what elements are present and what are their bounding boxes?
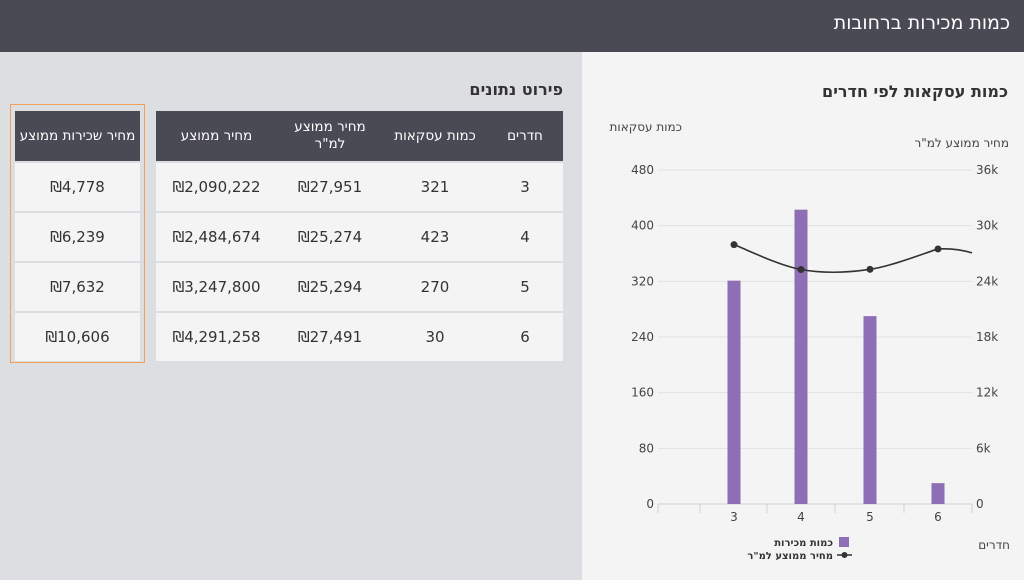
y-tick-label-left: 240 [631,330,654,344]
y-tick-label-left: 0 [646,497,654,511]
column-header-rent: מחיר שכירות ממוצע [15,111,140,161]
cell-count: 423 [383,213,487,261]
x-tick-label: 3 [730,510,738,524]
rent-table: מחיר שכירות ממוצע ₪4,778 ₪6,239 ₪7,632 ₪… [15,109,140,363]
y-tick-label-left: 400 [631,219,654,233]
point-price-per-meter-rooms-3 [730,241,738,249]
cell-rooms: 6 [487,313,563,361]
column-header-avg-price: מחיר ממוצע [156,111,277,161]
table-row: 6 30 ₪27,491 ₪4,291,258 [156,313,563,361]
cell-rent: ₪7,632 [15,263,140,311]
column-header-price-per-meter: מחיר ממוצע למ"ר [277,111,383,161]
x-axis-label: חדרים [978,538,1010,552]
bar-sales-rooms-3 [727,280,741,504]
cell-rent: ₪6,239 [15,213,140,261]
table-header-row: חדרים כמות עסקאות מחיר ממוצע למ"ר מחיר מ… [156,111,563,161]
point-price-per-meter-rooms-5 [866,265,874,273]
bar-sales-rooms-6 [931,483,945,504]
y-axis-right-label: מחיר ממוצע למ"ר [914,136,1009,150]
legend-line-label: מחיר ממוצע למ"ר [747,551,833,562]
details-table: חדרים כמות עסקאות מחיר ממוצע למ"ר מחיר מ… [156,109,563,363]
cell-price-per-meter: ₪25,294 [277,263,383,311]
y-tick-label-right: 18k [976,330,998,344]
table-row: ₪7,632 [15,263,140,311]
details-title: פירוט נתונים [469,80,563,99]
x-tick-label: 5 [866,510,874,524]
y-tick-label-right: 30k [976,219,998,233]
cell-rooms: 4 [487,213,563,261]
table-row: ₪10,606 [15,313,140,361]
y-tick-label-right: 6k [976,441,991,455]
table-row: ₪6,239 [15,213,140,261]
page-title: כמות מכירות ברחובות [833,12,1010,34]
column-header-count: כמות עסקאות [383,111,487,161]
y-axis-left-label: כמות עסקאות [610,120,682,134]
top-bar: כמות מכירות ברחובות [0,0,1024,52]
cell-price-per-meter: ₪27,491 [277,313,383,361]
y-tick-label-left: 160 [631,386,654,400]
chart-legend: כמות מכירות מחיר ממוצע למ"ר [747,537,852,562]
bar-sales-rooms-4 [794,209,808,504]
cell-avg-price: ₪2,484,674 [156,213,277,261]
cell-rooms: 3 [487,163,563,211]
y-tick-label-left: 320 [631,274,654,288]
table-row: 5 270 ₪25,294 ₪3,247,800 [156,263,563,311]
table-row: 4 423 ₪25,274 ₪2,484,674 [156,213,563,261]
y-tick-label-left: 80 [639,441,654,455]
rent-header-row: מחיר שכירות ממוצע [15,111,140,161]
cell-avg-price: ₪3,247,800 [156,263,277,311]
cell-price-per-meter: ₪27,951 [277,163,383,211]
table-row: ₪4,778 [15,163,140,211]
y-tick-label-right: 36k [976,163,998,177]
y-tick-label-right: 24k [976,274,998,288]
x-tick-label: 6 [934,510,942,524]
point-price-per-meter-rooms-6 [934,245,942,253]
column-header-rooms: חדרים [487,111,563,161]
y-tick-label-right: 0 [976,497,984,511]
legend-bar-swatch [839,537,849,547]
cell-avg-price: ₪4,291,258 [156,313,277,361]
cell-rent: ₪10,606 [15,313,140,361]
cell-price-per-meter: ₪25,274 [277,213,383,261]
y-tick-label-right: 12k [976,386,998,400]
bar-sales-rooms-5 [863,316,877,504]
cell-count: 30 [383,313,487,361]
rent-table-highlight: מחיר שכירות ממוצע ₪4,778 ₪6,239 ₪7,632 ₪… [10,104,145,363]
chart-title: כמות עסקאות לפי חדרים [822,82,1008,101]
cell-count: 321 [383,163,487,211]
sales-by-rooms-chart: 0 0 80 6k 160 12k 240 18k 320 24k 400 30k 480 36k 3 4 5 6… [610,120,1010,562]
cell-rent: ₪4,778 [15,163,140,211]
table-row: 3 321 ₪27,951 ₪2,090,222 [156,163,563,211]
cell-avg-price: ₪2,090,222 [156,163,277,211]
point-price-per-meter-rooms-4 [797,266,805,274]
legend-line-marker [841,552,848,558]
cell-count: 270 [383,263,487,311]
legend-bar-label: כמות מכירות [774,538,833,549]
x-tick-label: 4 [797,510,805,524]
y-tick-label-left: 480 [631,163,654,177]
cell-rooms: 5 [487,263,563,311]
